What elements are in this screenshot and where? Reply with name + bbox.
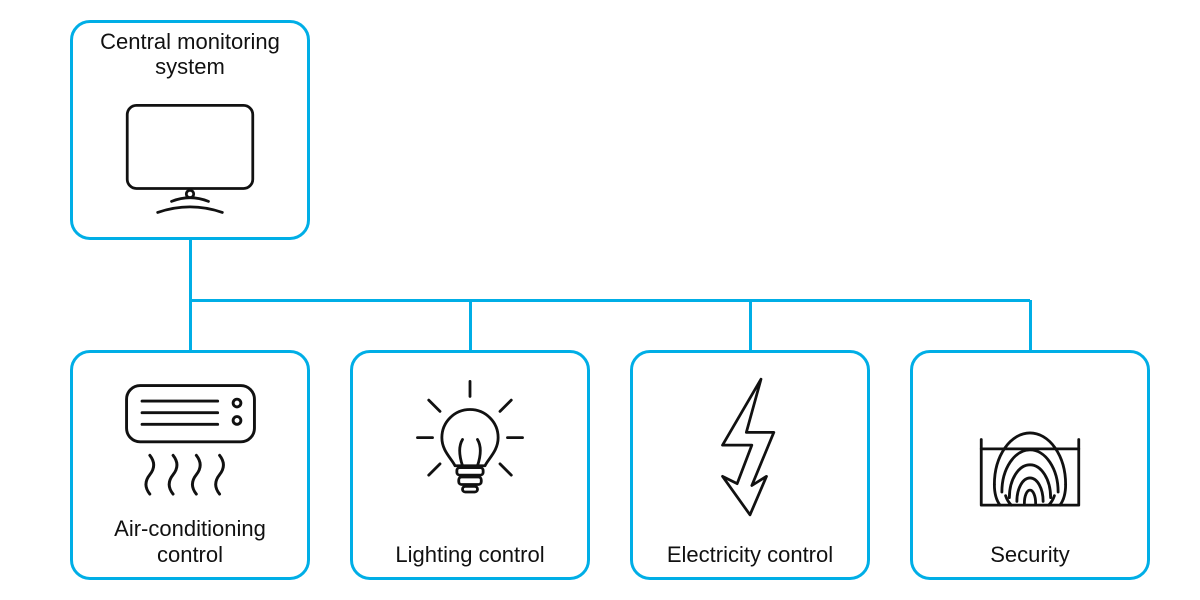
node-central: Central monitoring system: [70, 20, 310, 240]
connector-v: [189, 300, 192, 350]
bolt-icon: [695, 353, 805, 542]
connector-v: [469, 300, 472, 350]
node-label-central: Central monitoring system: [92, 23, 288, 80]
lightbulb-icon: [395, 353, 545, 542]
node-electricity: Electricity control: [630, 350, 870, 580]
connector-v: [189, 240, 192, 300]
node-label-security: Security: [982, 542, 1077, 577]
fingerprint-icon: [955, 353, 1105, 542]
node-security: Security: [910, 350, 1150, 580]
node-ac: Air-conditioning control: [70, 350, 310, 580]
connector-v: [1029, 300, 1032, 350]
node-lighting: Lighting control: [350, 350, 590, 580]
ac-unit-icon: [113, 353, 268, 516]
node-label-electricity: Electricity control: [659, 542, 841, 577]
node-label-lighting: Lighting control: [387, 542, 552, 577]
node-label-ac: Air-conditioning control: [106, 516, 274, 577]
connector-v: [749, 300, 752, 350]
connector-h: [190, 299, 1030, 302]
monitor-icon: [115, 80, 265, 237]
diagram-canvas: Central monitoring system Air-conditi: [0, 0, 1200, 600]
